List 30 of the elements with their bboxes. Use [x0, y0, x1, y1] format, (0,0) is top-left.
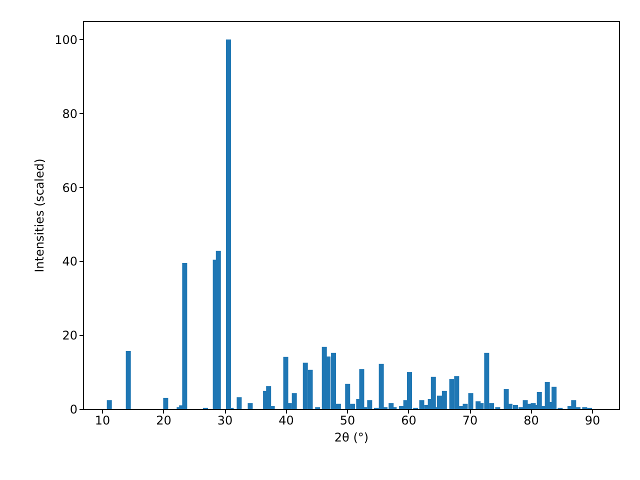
x-tick-label: 30: [217, 414, 233, 428]
bar: [163, 398, 168, 409]
bar: [504, 389, 509, 409]
bar: [236, 397, 242, 409]
y-axis-title: Intensities (scaled): [32, 158, 47, 272]
bar: [248, 403, 253, 409]
bar: [106, 400, 112, 409]
x-tick-label: 70: [462, 414, 478, 428]
y-tick-label: 60: [62, 180, 78, 195]
x-axis-title: 2θ (°): [334, 430, 369, 444]
x-tick-label: 50: [340, 414, 356, 428]
bar: [182, 263, 188, 409]
bar: [571, 400, 576, 409]
y-tick-label: 40: [62, 254, 78, 269]
x-tick-label: 40: [278, 414, 294, 428]
x-tick-label: 10: [94, 414, 110, 428]
y-tick-label: 0: [70, 402, 78, 416]
x-tick-label: 90: [584, 414, 600, 428]
bar: [216, 250, 221, 409]
y-tick-label: 20: [62, 328, 78, 343]
x-tick-label: 20: [156, 414, 172, 428]
x-tick-label: 60: [401, 414, 416, 428]
bar: [283, 356, 288, 409]
y-tick-label: 100: [54, 32, 78, 47]
bar: [266, 386, 272, 409]
bar: [126, 350, 131, 409]
x-tick-label: 80: [524, 414, 539, 428]
bar: [226, 39, 231, 409]
y-tick-label: 80: [62, 106, 78, 121]
bar: [359, 369, 364, 409]
